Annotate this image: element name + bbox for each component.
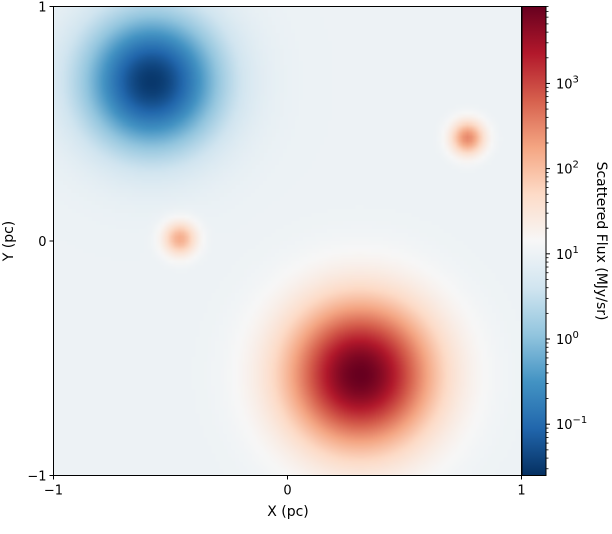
heatmap-image (53, 6, 522, 476)
x-axis-title: X (pc) (267, 504, 309, 520)
x-tick-label: −1 (44, 484, 63, 499)
y-axis: −1 0 1 (27, 1, 54, 485)
heatmap (53, 6, 522, 476)
colorbar-tick-label: 10−1 (556, 415, 587, 433)
colorbar-tick-label: 100 (556, 330, 579, 348)
y-tick-label: 0 (38, 235, 46, 250)
y-tick-label: 1 (38, 1, 46, 16)
colorbar (521, 6, 547, 476)
x-tick-label: 1 (517, 484, 525, 499)
x-tick-label: 0 (283, 484, 291, 499)
y-tick-label: −1 (27, 470, 46, 485)
colorbar-tick-label: 103 (556, 74, 579, 92)
colorbar-ticks: 10−1 100 101 102 103 (546, 6, 587, 470)
colorbar-tick-label: 101 (556, 245, 579, 263)
colorbar-tick-label: 102 (556, 160, 579, 178)
y-axis-title: Y (pc) (1, 221, 17, 263)
colorbar-title: Scattered Flux (MJy/sr) (593, 162, 609, 321)
x-axis: −1 0 1 (44, 475, 526, 499)
